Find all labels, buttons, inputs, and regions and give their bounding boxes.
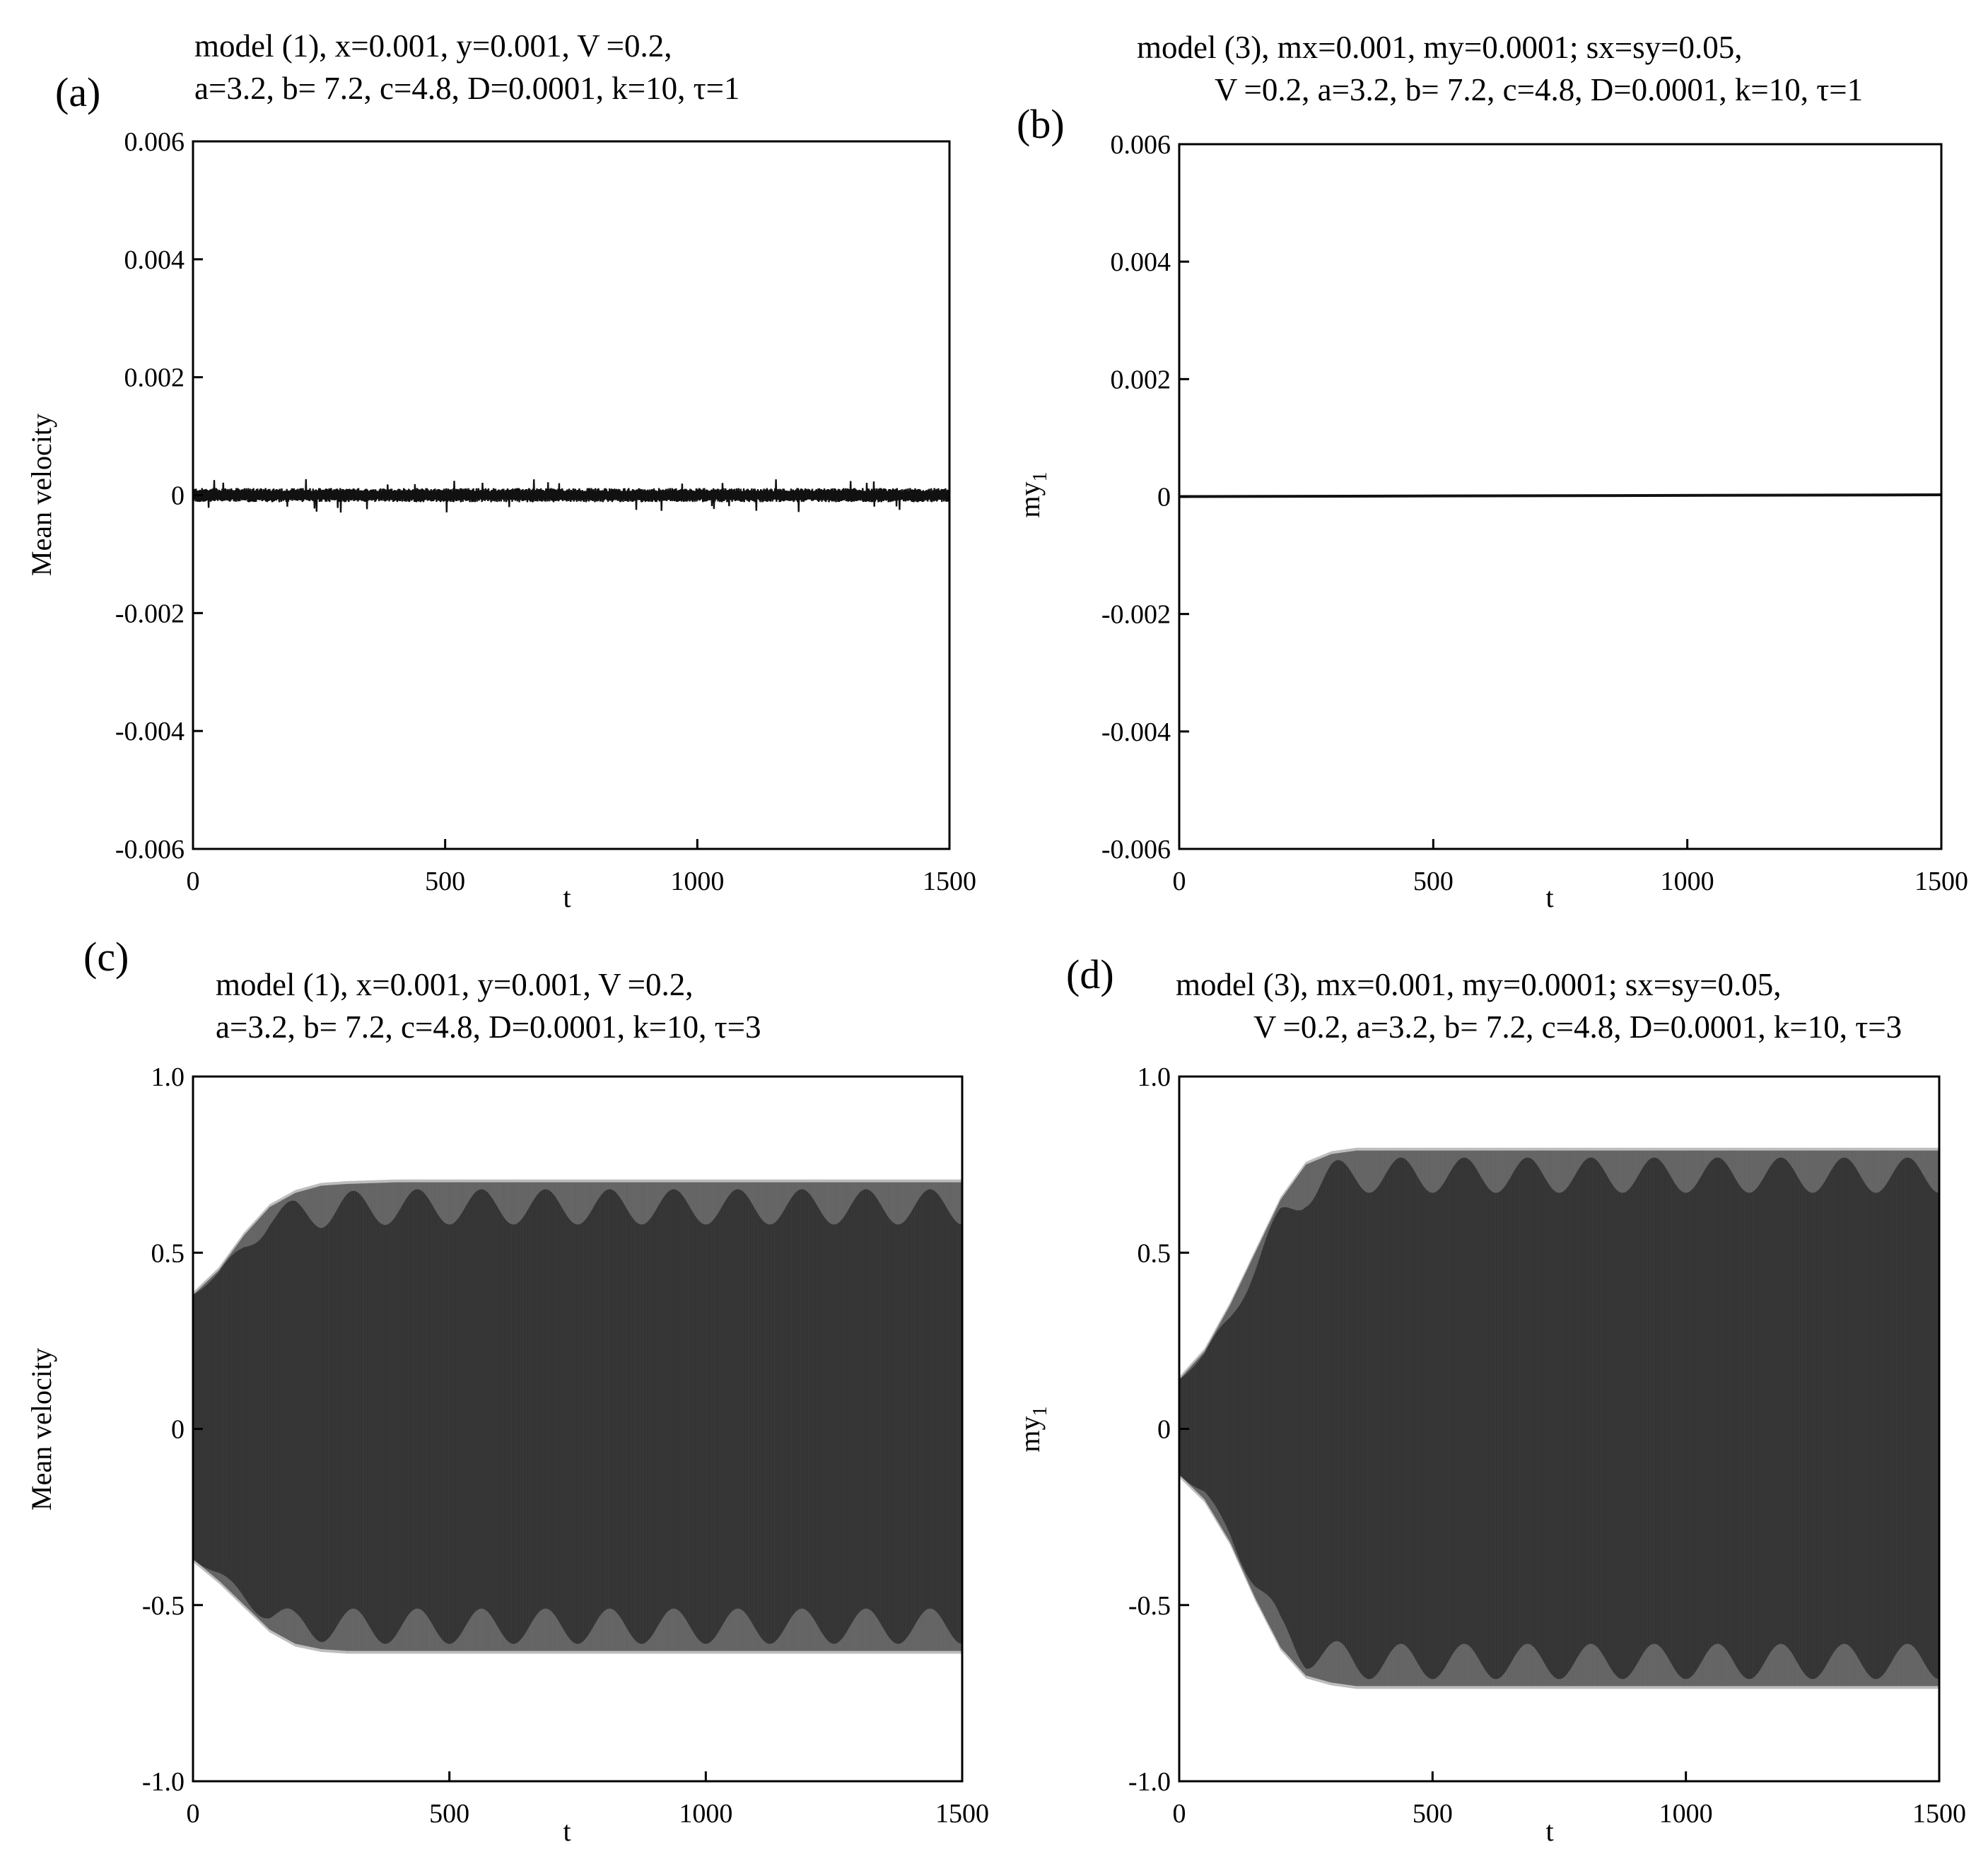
y-tick-label: -0.5 [1128, 1591, 1171, 1621]
x-tick-label: 500 [1413, 867, 1454, 896]
x-tick-label: 0 [1173, 1799, 1186, 1829]
y-tick-label: 0.004 [1111, 247, 1171, 277]
y-tick-label: 0 [171, 481, 185, 511]
x-tick-label: 0 [187, 867, 200, 896]
chart-title-line: a=3.2, b= 7.2, c=4.8, D=0.0001, k=10, τ=… [194, 71, 740, 106]
panel-label: (a) [55, 69, 100, 115]
x-tick-label: 0 [1173, 867, 1186, 896]
chart-title-line: model (1), x=0.001, y=0.001, V =0.2, [194, 28, 672, 64]
x-tick-label: 1000 [1661, 867, 1714, 896]
y-axis-label: Mean velocity [25, 1348, 57, 1511]
x-axis-label: t [1545, 1815, 1553, 1847]
x-axis-label: t [563, 881, 571, 913]
x-tick-label: 1500 [1914, 867, 1968, 896]
y-axis-label: my1 [1014, 471, 1051, 517]
series-striations [193, 1182, 962, 1651]
chart-panel-d: (d) model (3), mx=0.001, my=0.0001; sx=sy… [1014, 951, 1966, 1847]
x-tick-label: 1000 [670, 867, 724, 896]
x-tick-label: 1500 [1912, 1799, 1966, 1829]
chart-title-line: a=3.2, b= 7.2, c=4.8, D=0.0001, k=10, τ=… [216, 1009, 761, 1045]
x-tick-label: 0 [187, 1799, 200, 1829]
y-tick-label: 0 [1157, 1415, 1171, 1445]
y-axis-label-subscript: 1 [1029, 471, 1051, 481]
y-tick-label: 0 [1157, 483, 1171, 512]
y-tick-label: 1.0 [151, 1062, 185, 1092]
chart-title-line: model (1), x=0.001, y=0.001, V =0.2, [216, 967, 694, 1002]
y-tick-label: 0.5 [1138, 1238, 1171, 1268]
y-tick-label: -0.002 [1101, 600, 1171, 630]
y-tick-label: 0.006 [124, 127, 185, 157]
y-tick-label: 0.002 [1111, 365, 1171, 394]
panel-label: (c) [83, 934, 129, 980]
series-line [1179, 493, 1942, 498]
x-tick-label: 500 [1413, 1799, 1453, 1829]
chart-panel-b: (b) model (3), mx=0.001, my=0.0001; sx=sy… [1014, 30, 1968, 913]
y-tick-label: -0.002 [115, 599, 185, 628]
chart-title-line: model (3), mx=0.001, my=0.0001; sx=sy=0.… [1137, 30, 1743, 65]
series-oscillation [193, 1189, 962, 1644]
y-tick-label: 0.002 [124, 363, 185, 393]
y-tick-label: -0.004 [1101, 717, 1171, 747]
y-tick-label: -1.0 [142, 1767, 185, 1797]
x-axis-label: t [1545, 881, 1553, 913]
panel-label: (b) [1017, 101, 1065, 147]
y-tick-label: -0.004 [115, 717, 185, 746]
y-tick-label: -0.006 [1101, 835, 1171, 864]
chart-title-line: model (3), mx=0.001, my=0.0001; sx=sy=0.… [1176, 967, 1782, 1002]
panel-label: (d) [1066, 951, 1114, 997]
chart-title-line: V =0.2, a=3.2, b= 7.2, c=4.8, D=0.0001, … [1253, 1009, 1902, 1045]
y-tick-label: -1.0 [1128, 1767, 1171, 1797]
series-line [193, 479, 949, 513]
chart-panel-c: (c) model (1), x=0.001, y=0.001, V =0.2, a… [25, 934, 989, 1847]
y-tick-label: -0.006 [115, 835, 185, 864]
x-axis-label: t [563, 1815, 571, 1847]
x-tick-label: 1000 [679, 1799, 732, 1829]
y-axis-label-subscript: 1 [1029, 1406, 1051, 1416]
x-tick-label: 1000 [1659, 1799, 1713, 1829]
series-striations [1179, 1150, 1939, 1687]
y-axis-label: my1 [1014, 1406, 1051, 1452]
y-axis-label-main: my [1014, 481, 1046, 517]
x-tick-label: 1500 [935, 1799, 989, 1829]
chart-panel-a: (a) model (1), x=0.001, y=0.001, V =0.2, a… [25, 28, 976, 913]
y-tick-label: 0.5 [151, 1238, 185, 1268]
chart-title-line: V =0.2, a=3.2, b= 7.2, c=4.8, D=0.0001, … [1215, 72, 1863, 107]
x-tick-label: 500 [425, 867, 465, 896]
y-tick-label: 1.0 [1138, 1062, 1171, 1092]
x-tick-label: 1500 [923, 867, 976, 896]
series-oscillation [1179, 1157, 1939, 1679]
y-tick-label: 0.004 [124, 245, 185, 275]
y-axis-label: Mean velocity [25, 414, 57, 576]
x-tick-label: 500 [429, 1799, 469, 1829]
y-tick-label: 0 [171, 1415, 185, 1445]
y-tick-label: -0.5 [142, 1591, 185, 1621]
y-axis-label-main: my [1014, 1416, 1046, 1452]
y-tick-label: 0.006 [1111, 130, 1171, 160]
